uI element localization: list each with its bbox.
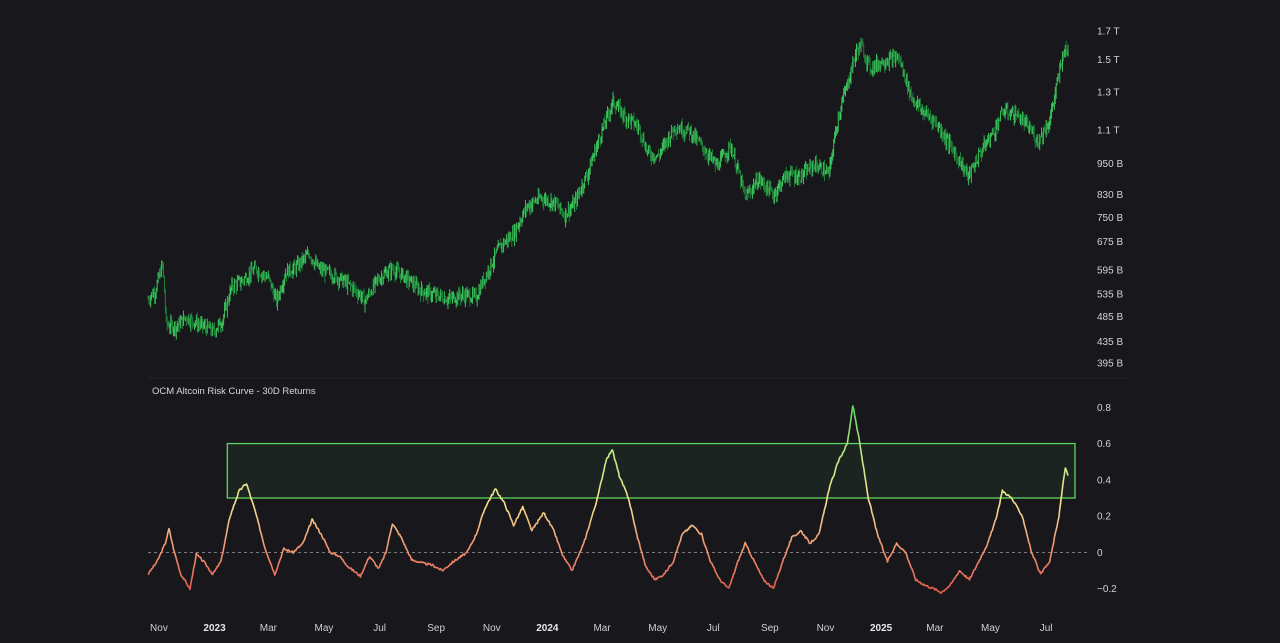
highlight-band bbox=[226, 442, 1076, 499]
x-tick-label: Nov bbox=[817, 623, 835, 634]
risk-tick-label: 0 bbox=[1097, 548, 1103, 559]
risk-curve-panel: OCM Altcoin Risk Curve - 30D Returns −0.… bbox=[147, 386, 1117, 595]
market-cap-tick-label: 1.1 T bbox=[1097, 126, 1120, 137]
market-cap-tick-label: 535 B bbox=[1097, 290, 1123, 301]
risk-tick-label: 0.6 bbox=[1097, 439, 1111, 450]
market-cap-tick-label: 595 B bbox=[1097, 266, 1123, 277]
x-tick-label: Jul bbox=[707, 623, 720, 634]
market-cap-tick-label: 1.5 T bbox=[1097, 55, 1120, 66]
market-cap-tick-label: 830 B bbox=[1097, 190, 1123, 201]
market-cap-tick-label: 750 B bbox=[1097, 213, 1123, 224]
x-tick-label: Mar bbox=[926, 623, 944, 634]
x-tick-label: Nov bbox=[150, 623, 168, 634]
risk-curve-y-axis: −0.2 0 0.2 0.4 0.6 0.8 bbox=[1097, 403, 1117, 595]
market-cap-tick-label: 675 B bbox=[1097, 237, 1123, 248]
time-x-axis: Nov 2023 Mar May Jul Sep Nov 2024 Mar May Jul Sep No… bbox=[150, 623, 1052, 634]
market-cap-tick-label: 1.3 T bbox=[1097, 88, 1120, 99]
risk-tick-label: 0.8 bbox=[1097, 403, 1111, 414]
market-cap-tick-label: 395 B bbox=[1097, 359, 1123, 370]
market-cap-tick-label: 1.7 T bbox=[1097, 27, 1120, 38]
x-tick-label: May bbox=[315, 623, 334, 634]
market-cap-y-axis: 395 B 435 B 485 B 535 B 595 B 675 B 750 B 830 B… bbox=[1097, 27, 1123, 370]
x-tick-label: May bbox=[981, 623, 1000, 634]
market-cap-series bbox=[147, 37, 1069, 340]
x-tick-label: Jul bbox=[1040, 623, 1053, 634]
risk-curve-line bbox=[147, 405, 1069, 594]
risk-tick-label: −0.2 bbox=[1097, 584, 1117, 595]
x-tick-label: Mar bbox=[593, 623, 611, 634]
market-cap-panel: 395 B 435 B 485 B 535 B 595 B 675 B 750 B 830 B… bbox=[147, 27, 1130, 379]
x-tick-label: Jul bbox=[373, 623, 386, 634]
risk-tick-label: 0.2 bbox=[1097, 512, 1111, 523]
market-cap-tick-label: 485 B bbox=[1097, 312, 1123, 323]
x-tick-label: Mar bbox=[260, 623, 278, 634]
x-tick-label: 2023 bbox=[203, 623, 226, 634]
x-tick-label: Nov bbox=[483, 623, 501, 634]
market-cap-tick-label: 435 B bbox=[1097, 337, 1123, 348]
x-tick-label: May bbox=[648, 623, 667, 634]
x-tick-label: Sep bbox=[427, 623, 445, 634]
risk-curve-title: OCM Altcoin Risk Curve - 30D Returns bbox=[152, 386, 316, 397]
x-tick-label: Sep bbox=[761, 623, 779, 634]
risk-tick-label: 0.4 bbox=[1097, 475, 1111, 486]
x-tick-label: 2025 bbox=[870, 623, 893, 634]
market-cap-tick-label: 950 B bbox=[1097, 159, 1123, 170]
x-tick-label: 2024 bbox=[536, 623, 559, 634]
